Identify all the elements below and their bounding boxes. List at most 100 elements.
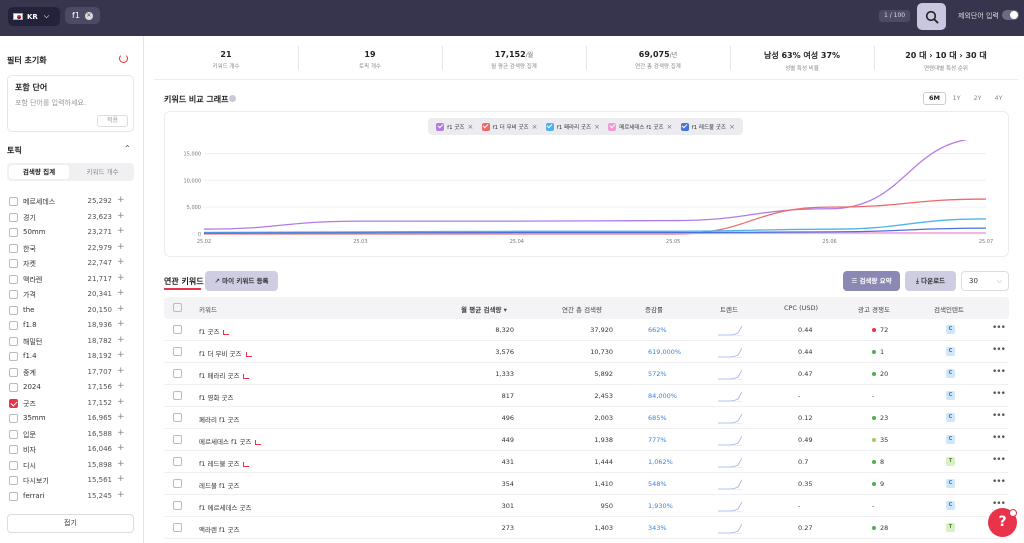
topic-checkbox[interactable] — [9, 352, 18, 361]
topic-checkbox[interactable] — [9, 197, 18, 206]
topic-item[interactable]: 2024 17,156 + — [0, 380, 144, 396]
search-summary-button[interactable]: ☰ 검색량 요약 — [843, 271, 900, 291]
legend-checkbox[interactable] — [481, 122, 490, 131]
column-header[interactable]: CPC (USD) — [784, 304, 819, 312]
topic-item[interactable]: 메르세데스 25,292 + — [0, 194, 144, 210]
country-selector[interactable]: KR ⌵ — [8, 7, 60, 26]
plus-icon[interactable]: + — [117, 381, 125, 391]
trend-chart-icon[interactable] — [243, 461, 250, 467]
legend-item[interactable]: 메르세데스 f1 굿즈 × — [608, 122, 672, 131]
row-checkbox[interactable] — [173, 413, 182, 422]
plus-icon[interactable]: + — [117, 396, 125, 407]
topic-checkbox[interactable] — [9, 491, 18, 501]
row-checkbox[interactable] — [173, 391, 182, 400]
plus-icon[interactable]: + — [117, 241, 125, 252]
topic-checkbox[interactable] — [9, 212, 18, 222]
more-options-icon[interactable]: ••• — [992, 367, 1006, 377]
plus-icon[interactable]: + — [117, 288, 125, 298]
plus-icon[interactable]: + — [117, 350, 125, 360]
trend-chart-icon[interactable] — [223, 329, 230, 335]
more-options-icon[interactable]: ••• — [992, 345, 1006, 355]
row-checkbox[interactable] — [173, 457, 182, 466]
plus-icon[interactable]: + — [117, 474, 125, 484]
row-checkbox[interactable] — [173, 523, 182, 532]
topic-checkbox[interactable] — [9, 290, 18, 299]
info-icon[interactable] — [229, 95, 236, 102]
plus-icon[interactable]: + — [117, 365, 125, 376]
my-keyword-button[interactable]: ↗ 마이 키워드 등록 — [205, 271, 278, 291]
topic-item[interactable]: 디시 15,898 + — [0, 458, 144, 474]
download-button[interactable]: ⤓ 다운로드 — [905, 271, 956, 291]
period-tab-2y[interactable]: 2Y — [973, 94, 982, 102]
plus-icon[interactable]: + — [117, 334, 125, 345]
trend-chart-icon[interactable] — [243, 373, 250, 379]
topic-checkbox[interactable] — [9, 429, 18, 439]
topic-item[interactable]: 맥라렌 21,717 + — [0, 272, 144, 288]
topic-checkbox[interactable] — [9, 445, 18, 454]
topic-item[interactable]: f1.8 18,936 + — [0, 318, 144, 334]
chevron-up-icon[interactable]: ⌃ — [124, 144, 131, 153]
keyword-cell[interactable]: f1 영화 굿즈 — [199, 392, 233, 402]
column-header[interactable]: 월 평균 검색량 ▾ — [461, 306, 507, 314]
more-options-icon[interactable]: ••• — [992, 323, 1006, 333]
close-icon[interactable]: × — [728, 122, 735, 131]
column-header[interactable]: 연간 총 검색량 — [562, 306, 603, 314]
topic-item[interactable]: 중계 17,707 + — [0, 365, 144, 381]
topic-item[interactable]: 35mm 16,965 + — [0, 411, 144, 427]
topic-item[interactable]: 가격 20,341 + — [0, 287, 144, 303]
plus-icon[interactable]: + — [117, 303, 125, 314]
period-tab-4y[interactable]: 4Y — [994, 94, 1003, 102]
more-options-icon[interactable]: ••• — [992, 389, 1006, 399]
topic-item[interactable]: 굿즈 17,152 + — [0, 396, 144, 412]
legend-item[interactable]: f1 레드불 굿즈 × — [680, 122, 735, 131]
topic-item[interactable]: 비자 16,046 + — [0, 442, 144, 458]
legend-checkbox[interactable] — [680, 122, 689, 131]
row-checkbox[interactable] — [173, 479, 182, 488]
column-header[interactable]: 증감률 — [645, 306, 663, 314]
keyword-cell[interactable]: f1 굿즈 — [199, 326, 230, 336]
plus-icon[interactable]: + — [117, 443, 125, 453]
keyword-cell[interactable]: f1 메르세데스 굿즈 — [199, 502, 251, 512]
plus-icon[interactable]: + — [117, 412, 125, 422]
legend-item[interactable]: f1 페라리 굿즈 × — [545, 122, 600, 131]
topic-item[interactable]: 입문 16,588 + — [0, 427, 144, 443]
legend-item[interactable]: f1 더 무비 굿즈 × — [481, 122, 537, 131]
topic-checkbox[interactable] — [9, 398, 18, 408]
search-button[interactable] — [917, 3, 946, 30]
topic-checkbox[interactable] — [9, 336, 18, 346]
trend-chart-icon[interactable] — [255, 439, 262, 445]
topic-item[interactable]: f1.4 18,192 + — [0, 349, 144, 365]
plus-icon[interactable]: + — [117, 458, 125, 469]
legend-item[interactable]: f1 굿즈 × — [436, 122, 473, 131]
topic-item[interactable]: 50mm 23,271 + — [0, 225, 144, 241]
keyword-cell[interactable]: f1 레드불 굿즈 — [199, 458, 250, 468]
plus-icon[interactable]: + — [117, 319, 125, 329]
topic-checkbox[interactable] — [9, 274, 18, 284]
seg-keyword-count[interactable]: 키워드 개수 — [86, 168, 119, 176]
keyword-cell[interactable]: f1 더 무비 굿즈 — [199, 348, 252, 358]
period-tab-6m[interactable]: 6M — [923, 92, 946, 105]
plus-icon[interactable]: + — [117, 195, 125, 205]
keyword-cell[interactable]: f1 페라리 굿즈 — [199, 370, 250, 380]
row-checkbox[interactable] — [173, 369, 182, 378]
row-checkbox[interactable] — [173, 347, 182, 356]
row-checkbox[interactable] — [173, 501, 182, 510]
topic-item[interactable]: 한국 22,979 + — [0, 241, 144, 257]
row-checkbox[interactable] — [173, 435, 182, 444]
trend-chart-icon[interactable] — [245, 351, 252, 357]
topic-checkbox[interactable] — [9, 305, 18, 315]
keyword-cell[interactable]: 맥라렌 f1 굿즈 — [199, 524, 239, 534]
topic-checkbox[interactable] — [9, 460, 18, 470]
topic-checkbox[interactable] — [9, 383, 18, 392]
column-header[interactable]: 광고 경쟁도 — [858, 306, 890, 314]
topic-item[interactable]: 경기 23,623 + — [0, 210, 144, 226]
fold-button[interactable]: 접기 — [7, 514, 134, 533]
close-icon[interactable]: × — [594, 122, 600, 131]
keyword-cell[interactable]: 레드불 f1 굿즈 — [199, 480, 239, 490]
topic-checkbox[interactable] — [9, 321, 18, 330]
column-header[interactable]: 검색인텐트 — [934, 306, 964, 314]
help-button[interactable]: ? — [988, 508, 1017, 537]
more-options-icon[interactable]: ••• — [992, 433, 1006, 443]
topic-checkbox[interactable] — [9, 259, 18, 268]
topic-item[interactable]: ferrari 15,245 + — [0, 489, 144, 505]
